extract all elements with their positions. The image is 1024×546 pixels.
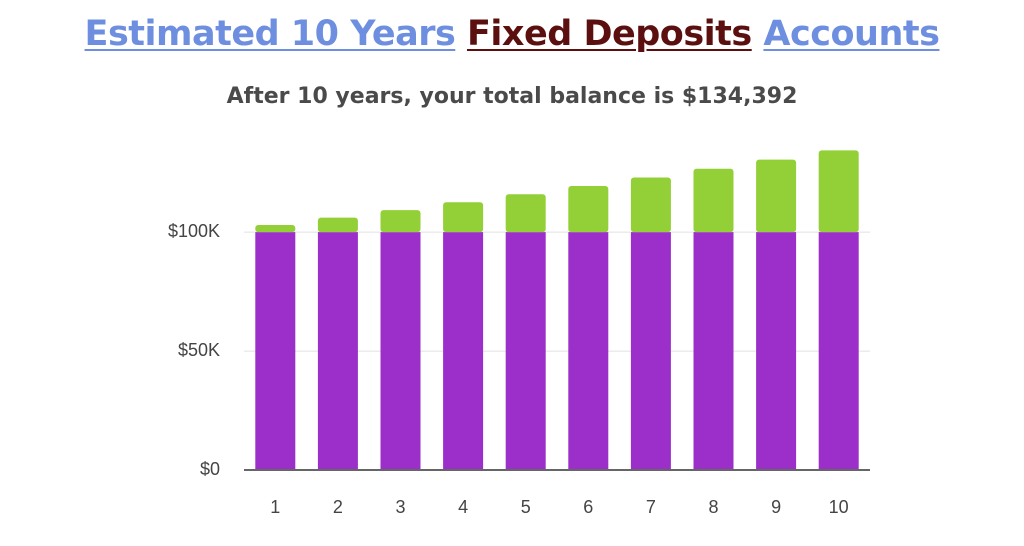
- bar-segment: [317, 217, 358, 233]
- title-part: Accounts: [763, 14, 940, 54]
- bar-segment: [756, 159, 797, 233]
- bar-segment: [380, 232, 421, 469]
- title-part: Estimated 10 Years: [84, 14, 456, 54]
- y-tick-label: $50K: [178, 340, 220, 360]
- bar-segment: [443, 232, 484, 469]
- y-tick-label: $0: [200, 459, 220, 479]
- bar-segment: [756, 232, 797, 469]
- bar-segment: [505, 232, 546, 469]
- bar-segment: [380, 210, 421, 233]
- x-tick-label: 10: [829, 497, 849, 517]
- title-part: Fixed Deposits: [466, 14, 752, 54]
- x-tick-label: 2: [333, 497, 343, 517]
- x-tick-label: 8: [708, 497, 718, 517]
- bar-segment: [630, 232, 671, 469]
- bar-segment: [630, 177, 671, 233]
- bar-segment: [255, 232, 296, 469]
- chart-title: Estimated 10 Years Fixed Deposits Accoun…: [0, 14, 1024, 54]
- x-tick-label: 5: [521, 497, 531, 517]
- x-tick-label: 9: [771, 497, 781, 517]
- bar-segment: [693, 168, 734, 233]
- bar-segment: [317, 232, 358, 469]
- x-tick-label: 7: [646, 497, 656, 517]
- bar-segment: [443, 202, 484, 233]
- x-tick-label: 3: [395, 497, 405, 517]
- bar-segment: [255, 225, 296, 233]
- bar-segment: [818, 150, 859, 233]
- bar-segment: [568, 185, 609, 233]
- x-tick-label: 6: [583, 497, 593, 517]
- x-tick-label: 4: [458, 497, 468, 517]
- y-tick-label: $100K: [168, 221, 220, 241]
- bar-segment: [818, 232, 859, 469]
- bar-segment: [568, 232, 609, 469]
- x-tick-label: 1: [270, 497, 280, 517]
- bar-segment: [693, 232, 734, 469]
- bar-segment: [505, 194, 546, 233]
- chart-subtitle: After 10 years, your total balance is $1…: [226, 84, 798, 109]
